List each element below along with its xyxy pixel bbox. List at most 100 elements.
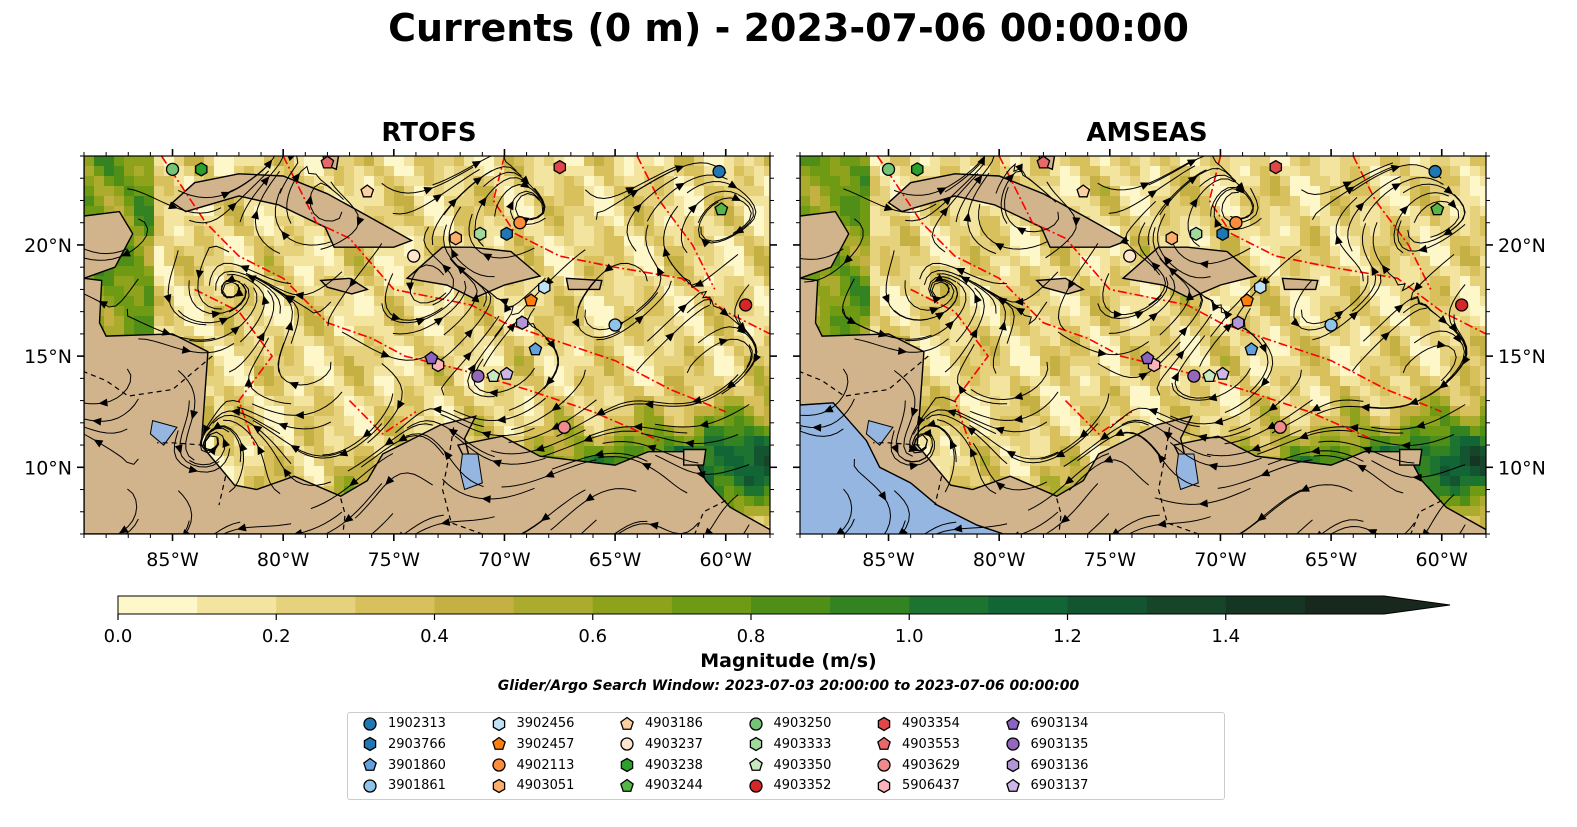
streamline-arrow [292, 528, 303, 534]
streamline-arrow [811, 543, 821, 552]
float-marker-6903134 [424, 351, 439, 365]
streamline-arrow [1437, 315, 1448, 325]
country-border [441, 427, 483, 534]
legend-label: 3902456 [516, 716, 575, 731]
y-tick-label: 20°N [24, 235, 72, 257]
x-tick-label: 70°W [1194, 549, 1247, 571]
streamline-arrow [1413, 281, 1423, 292]
legend-marker-pentagon [491, 737, 506, 751]
streamline-arrow [239, 441, 248, 452]
float-marker-2903766 [500, 226, 513, 242]
streamline-arrow [1099, 431, 1110, 441]
legend-item-4903051: 4903051 [491, 776, 575, 796]
land-mass [1399, 448, 1423, 466]
streamline-arrow [1362, 446, 1373, 455]
eez-boundary [998, 156, 1442, 413]
float-marker-4903051 [449, 231, 463, 246]
streamline-arrow [684, 439, 695, 448]
legend-marker-shape [620, 737, 634, 751]
legend-marker-shape [877, 716, 891, 731]
streamline-arrow [212, 421, 223, 430]
streamline-arrow [121, 249, 131, 257]
streamline-arrow [727, 180, 738, 189]
streamline-arrow [1187, 175, 1198, 185]
lake [865, 419, 894, 446]
lake [459, 453, 483, 491]
legend-label: 4903051 [516, 778, 575, 794]
y-tick-label: 15°N [24, 346, 72, 368]
legend-label: 2903766 [388, 736, 446, 752]
streamline-arrow [691, 396, 702, 404]
country-border [1157, 427, 1199, 534]
float-marker-4903250 [881, 162, 896, 176]
streamline-arrow [278, 422, 289, 431]
map-frame [83, 155, 771, 535]
streamline-arrow [946, 409, 957, 417]
streamline-arrow [571, 318, 580, 329]
colorbar-bin [671, 596, 752, 614]
legend-item-6903135: 6903135 [1005, 735, 1088, 755]
streamline-arrow [1162, 197, 1172, 207]
float-marker-4903354 [553, 159, 567, 175]
streamline-arrow [520, 179, 531, 189]
float-marker-4902113 [1229, 216, 1243, 230]
streamline-arrow [239, 265, 250, 273]
streamline-arrow [1311, 403, 1321, 412]
streamline-arrow [731, 193, 742, 202]
streamline-arrow [1065, 541, 1077, 553]
streamline-arrow [1367, 529, 1378, 534]
streamline-arrow [288, 381, 299, 390]
streamline-arrow [1198, 499, 1208, 508]
streamline-arrow [1151, 261, 1161, 272]
streamline-arrow [633, 422, 643, 431]
streamline-arrow [1157, 453, 1167, 464]
legend-label: 4903350 [773, 757, 832, 773]
streamline-arrow [1260, 377, 1270, 387]
legend-item-3902457: 3902457 [491, 735, 574, 755]
legend-marker-shape [748, 757, 763, 771]
streamline-arrow [464, 328, 474, 339]
streamline-arrow [1168, 266, 1178, 277]
legend-label: 6903136 [1030, 757, 1089, 773]
float-marker-4903333 [473, 226, 487, 242]
x-tick-label: 60°W [700, 549, 753, 571]
streamline-arrow [897, 346, 908, 355]
streamline [580, 519, 597, 534]
float-marker-3901860 [1244, 342, 1259, 356]
legend-marker-shape [1005, 778, 1020, 792]
x-tick-label: 60°W [1416, 549, 1469, 571]
streamline-arrow [462, 351, 472, 362]
legend-label: 4903553 [902, 736, 960, 752]
legend-marker-shape [492, 716, 505, 731]
legend-item-4903237: 4903237 [619, 735, 703, 755]
streamline-arrow [966, 426, 977, 436]
streamline-arrow [973, 174, 983, 185]
streamline-arrow [641, 463, 652, 471]
streamline-arrow [305, 195, 314, 205]
y-tick-label: 10°N [1498, 457, 1546, 479]
streamline-arrow [195, 269, 204, 280]
legend-label: 4903186 [645, 716, 703, 731]
streamline-arrow [84, 423, 85, 431]
panel-title-rtofs: RTOFS [381, 118, 477, 148]
country-border [218, 476, 227, 506]
streamline-arrow [994, 242, 1005, 251]
streamline [213, 521, 241, 534]
streamline-arrow [881, 293, 890, 304]
streamline-arrow [1114, 428, 1125, 436]
legend-marker-circle [363, 716, 377, 731]
colorbar-tick-label: 0.4 [420, 626, 449, 647]
streamline-arrow [916, 415, 926, 426]
streamlines [800, 156, 1471, 553]
streamline [1424, 494, 1455, 534]
float-marker-6903137 [499, 366, 514, 380]
streamline-arrow [236, 523, 247, 532]
streamline-arrow [281, 230, 290, 241]
float-marker-4903350 [1202, 368, 1217, 383]
streamline-arrow [227, 202, 237, 212]
legend-item-4903354: 4903354 [876, 714, 960, 734]
float-marker-4903186 [360, 184, 375, 198]
streamline-arrow [584, 493, 595, 502]
streamline [1320, 519, 1364, 534]
streamline-arrow [1197, 433, 1208, 442]
